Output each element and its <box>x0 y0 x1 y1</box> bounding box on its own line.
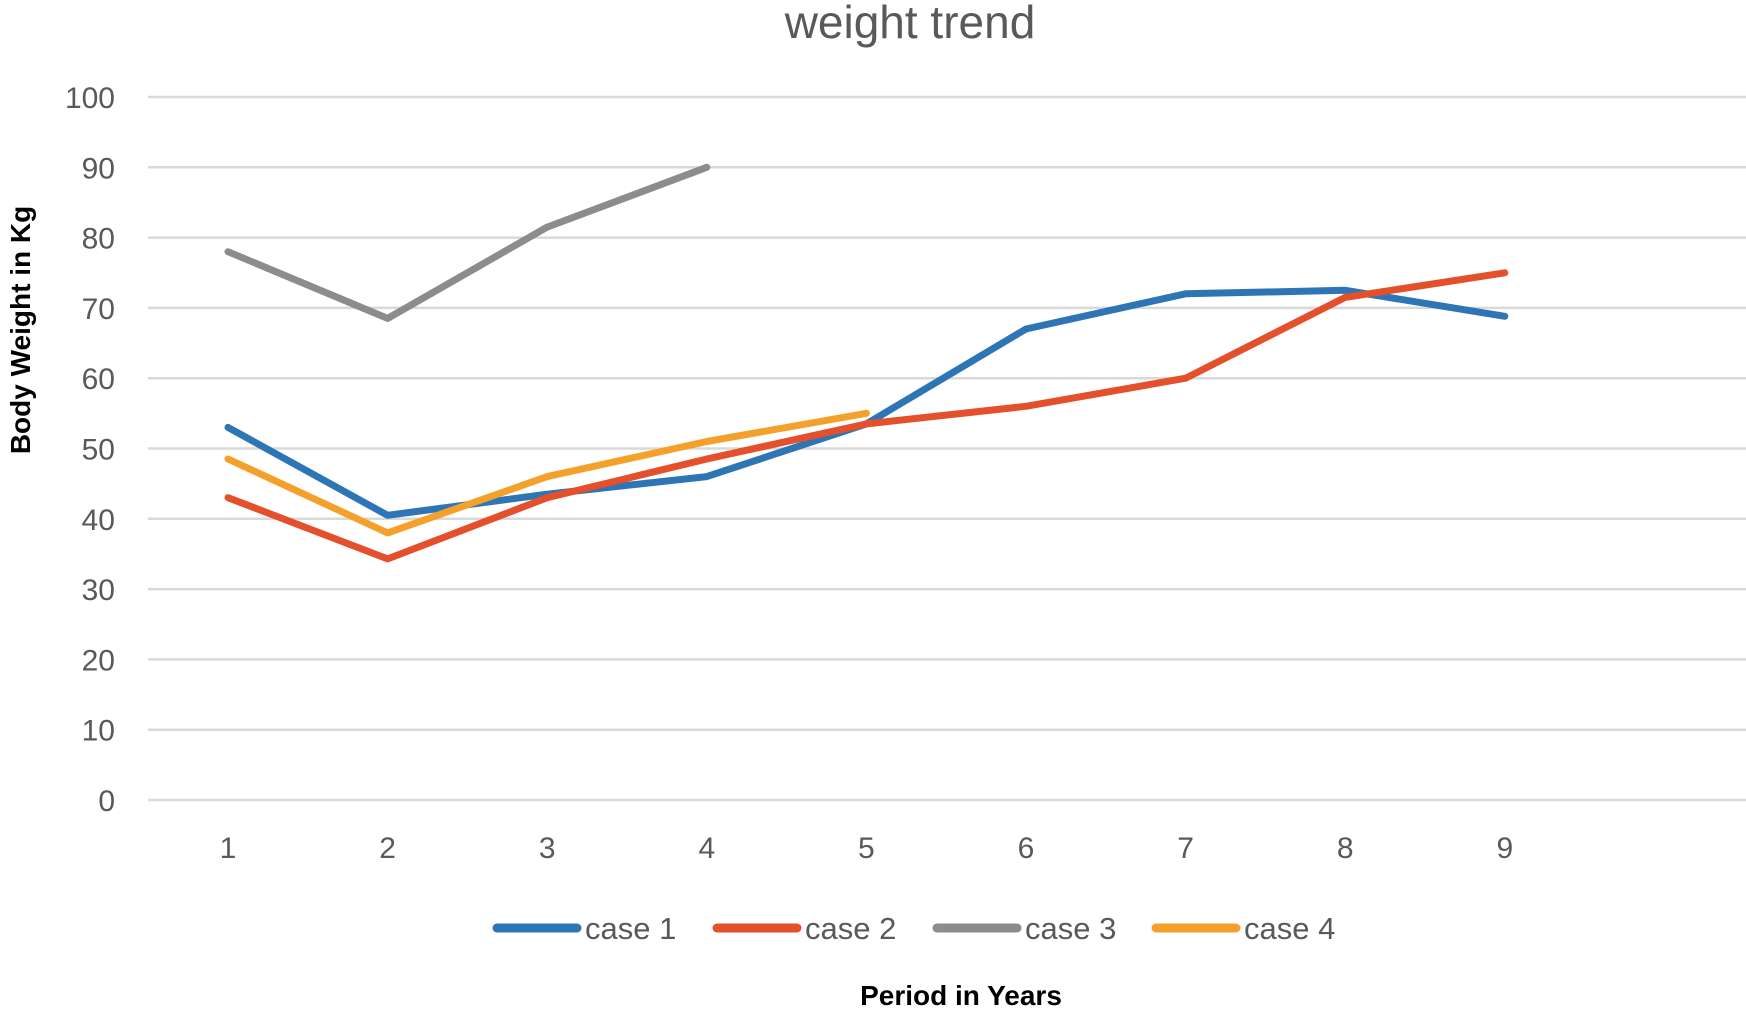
series-line-case-3 <box>224 163 711 322</box>
x-axis-ticks: 1 2 3 4 5 6 7 8 9 <box>220 832 1513 865</box>
x-tick-label: 8 <box>1337 832 1354 865</box>
legend-label-case-4: case 4 <box>1244 911 1335 946</box>
x-axis-title: Period in Years <box>860 980 1062 1010</box>
y-tick-label: 0 <box>98 785 115 818</box>
chart-title: weight trend <box>784 0 1036 48</box>
legend-label-case-3: case 3 <box>1025 911 1116 946</box>
y-tick-label: 70 <box>82 293 115 326</box>
y-tick-label: 100 <box>65 82 115 115</box>
gridlines <box>148 95 1746 802</box>
y-axis-ticks: 0 10 20 30 40 50 60 70 80 90 100 <box>65 82 115 818</box>
x-tick-label: 9 <box>1496 832 1513 865</box>
x-tick-label: 1 <box>220 832 237 865</box>
series-line-case-1 <box>224 286 1509 519</box>
x-tick-label: 5 <box>858 832 875 865</box>
x-tick-label: 7 <box>1177 832 1194 865</box>
legend-label-case-2: case 2 <box>805 911 896 946</box>
y-tick-label: 10 <box>82 715 115 748</box>
y-tick-label: 20 <box>82 644 115 677</box>
y-tick-label: 60 <box>82 363 115 396</box>
legend-label-case-1: case 1 <box>585 911 676 946</box>
legend: case 1 case 2 case 3 case 4 <box>492 911 1335 946</box>
y-tick-label: 80 <box>82 223 115 256</box>
x-tick-label: 2 <box>379 832 396 865</box>
y-tick-label: 50 <box>82 434 115 467</box>
y-tick-label: 40 <box>82 504 115 537</box>
series-line-case-2 <box>224 269 1509 563</box>
series-lines <box>224 163 1509 563</box>
y-axis-title: Body Weight in Kg <box>5 206 36 454</box>
x-tick-label: 4 <box>698 832 715 865</box>
x-tick-label: 6 <box>1018 832 1035 865</box>
y-tick-label: 90 <box>82 152 115 185</box>
y-tick-label: 30 <box>82 574 115 607</box>
series-line-case-4 <box>224 409 870 537</box>
x-tick-label: 3 <box>539 832 556 865</box>
